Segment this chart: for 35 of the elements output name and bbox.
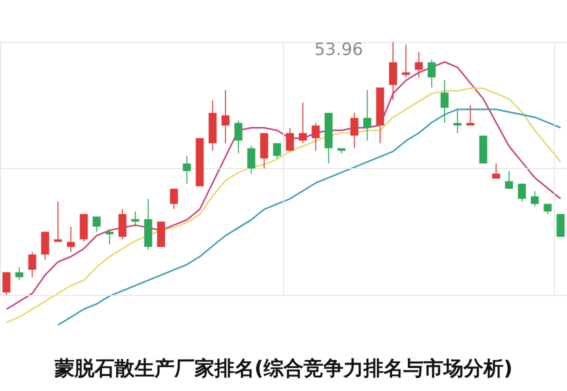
candlestick <box>170 188 178 210</box>
candlestick <box>234 120 242 154</box>
candlestick <box>106 228 114 245</box>
candlestick <box>66 226 75 252</box>
annotation: 53.96 <box>314 40 364 60</box>
candlestick <box>440 79 449 124</box>
candlestick <box>363 90 372 142</box>
candlestick <box>350 112 358 149</box>
candlestick <box>41 231 50 260</box>
candlestick <box>54 200 62 242</box>
candlestick <box>312 122 320 152</box>
candlestick <box>182 155 191 184</box>
candlestick <box>298 102 307 144</box>
candlestick <box>222 90 230 144</box>
candlestick <box>492 162 500 180</box>
candlestick <box>530 190 539 207</box>
text: 蒙脱石散生产厂家排名(综合竞争力排名与市场分析) <box>53 356 513 380</box>
candlestick <box>556 214 565 238</box>
candlestick <box>15 266 24 280</box>
candlestick <box>453 110 462 134</box>
candlestick <box>286 128 294 152</box>
candlestick <box>505 170 514 190</box>
candlestick <box>2 272 10 296</box>
candlestick <box>247 145 256 174</box>
candlestick <box>131 211 140 228</box>
candlestick <box>28 251 36 278</box>
candlestick <box>118 208 126 240</box>
candlestick <box>389 42 398 101</box>
candlestick <box>92 216 101 232</box>
candlestick <box>414 52 423 78</box>
candlestick <box>518 183 526 202</box>
candlestick <box>466 104 474 126</box>
candlestick <box>273 142 282 159</box>
candlestick <box>402 44 410 78</box>
candlestick <box>428 59 436 88</box>
